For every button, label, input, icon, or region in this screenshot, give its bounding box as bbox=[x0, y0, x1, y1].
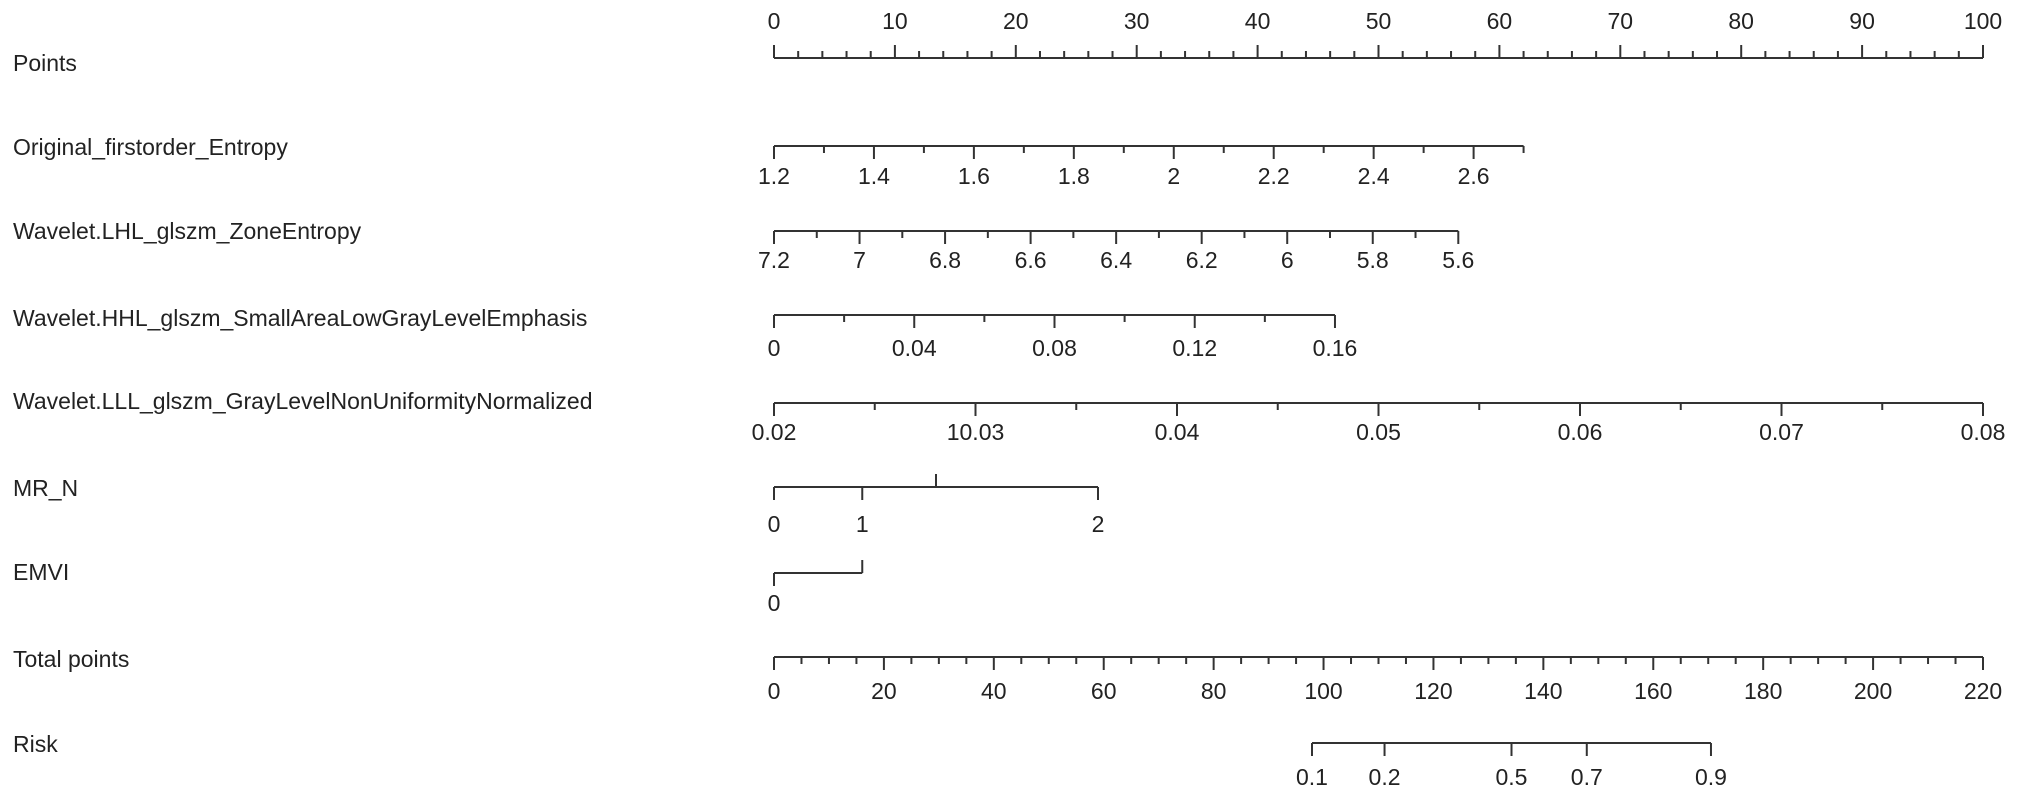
row-label: Wavelet.LHL_glszm_ZoneEntropy bbox=[13, 218, 362, 244]
tick-label: 160 bbox=[1634, 678, 1672, 704]
tick-label: 0.04 bbox=[892, 335, 937, 361]
tick-label: 0 bbox=[768, 511, 781, 537]
tick-label: 0.07 bbox=[1759, 419, 1804, 445]
tick-label: 0.02 bbox=[752, 419, 797, 445]
tick-label: 140 bbox=[1524, 678, 1562, 704]
tick-label: 0.04 bbox=[1155, 419, 1200, 445]
tick-label: 0.7 bbox=[1571, 764, 1603, 790]
tick-label: 0 bbox=[768, 335, 781, 361]
tick-label: 1 bbox=[856, 511, 869, 537]
tick-label: 0.9 bbox=[1695, 764, 1727, 790]
tick-label: 2.2 bbox=[1258, 163, 1290, 189]
row-label: Points bbox=[13, 50, 77, 76]
tick-label: 50 bbox=[1366, 8, 1392, 34]
tick-label: 6.2 bbox=[1186, 247, 1218, 273]
tick-label: 0 bbox=[768, 590, 781, 616]
tick-label: 1.8 bbox=[1058, 163, 1090, 189]
row-label: Original_firstorder_Entropy bbox=[13, 134, 288, 160]
tick-label: 40 bbox=[1245, 8, 1271, 34]
tick-label: 0 bbox=[768, 678, 781, 704]
tick-label: 0.06 bbox=[1558, 419, 1603, 445]
tick-label: 2 bbox=[1092, 511, 1105, 537]
tick-label: 120 bbox=[1414, 678, 1452, 704]
row-label: Total points bbox=[13, 646, 129, 672]
tick-label: 2.6 bbox=[1458, 163, 1490, 189]
tick-label: 60 bbox=[1487, 8, 1513, 34]
tick-label: 90 bbox=[1849, 8, 1875, 34]
tick-label: 20 bbox=[871, 678, 897, 704]
row-label: Wavelet.LLL_glszm_GrayLevelNonUniformity… bbox=[13, 388, 592, 414]
tick-label: 0.12 bbox=[1172, 335, 1217, 361]
tick-label: 5.6 bbox=[1442, 247, 1474, 273]
tick-label: 0.05 bbox=[1356, 419, 1401, 445]
tick-label: 220 bbox=[1964, 678, 2002, 704]
tick-label: 10 bbox=[882, 8, 908, 34]
tick-label: 40 bbox=[981, 678, 1007, 704]
row-label: Risk bbox=[13, 731, 58, 757]
tick-label: 5.8 bbox=[1357, 247, 1389, 273]
tick-label: 0.5 bbox=[1495, 764, 1527, 790]
tick-label: 180 bbox=[1744, 678, 1782, 704]
row-label: EMVI bbox=[13, 559, 69, 585]
tick-label: 80 bbox=[1728, 8, 1754, 34]
row-label: MR_N bbox=[13, 475, 78, 501]
tick-label: 0.2 bbox=[1369, 764, 1401, 790]
tick-label: 100 bbox=[1964, 8, 2002, 34]
tick-label: 1.2 bbox=[758, 163, 790, 189]
row-label: Wavelet.HHL_glszm_SmallAreaLowGrayLevelE… bbox=[13, 305, 587, 331]
tick-label: 100 bbox=[1304, 678, 1342, 704]
tick-label: 0.08 bbox=[1032, 335, 1077, 361]
tick-label: 1.6 bbox=[958, 163, 990, 189]
tick-label: 60 bbox=[1091, 678, 1117, 704]
tick-label: 7.2 bbox=[758, 247, 790, 273]
tick-label: 20 bbox=[1003, 8, 1029, 34]
tick-label: 7 bbox=[853, 247, 866, 273]
tick-label: 80 bbox=[1201, 678, 1227, 704]
tick-label: 1.4 bbox=[858, 163, 890, 189]
tick-label: 6.6 bbox=[1015, 247, 1047, 273]
tick-label: 30 bbox=[1124, 8, 1150, 34]
tick-label: 70 bbox=[1608, 8, 1634, 34]
tick-label: 6.4 bbox=[1100, 247, 1132, 273]
tick-label: 6 bbox=[1281, 247, 1294, 273]
tick-label: 6.8 bbox=[929, 247, 961, 273]
tick-label: 2 bbox=[1167, 163, 1180, 189]
tick-label: 0.08 bbox=[1961, 419, 2006, 445]
tick-label: 0.1 bbox=[1296, 764, 1328, 790]
tick-label: 0 bbox=[768, 8, 781, 34]
tick-label: 0.16 bbox=[1313, 335, 1358, 361]
tick-label: 200 bbox=[1854, 678, 1892, 704]
tick-label: 2.4 bbox=[1358, 163, 1390, 189]
tick-label: 10.03 bbox=[947, 419, 1005, 445]
